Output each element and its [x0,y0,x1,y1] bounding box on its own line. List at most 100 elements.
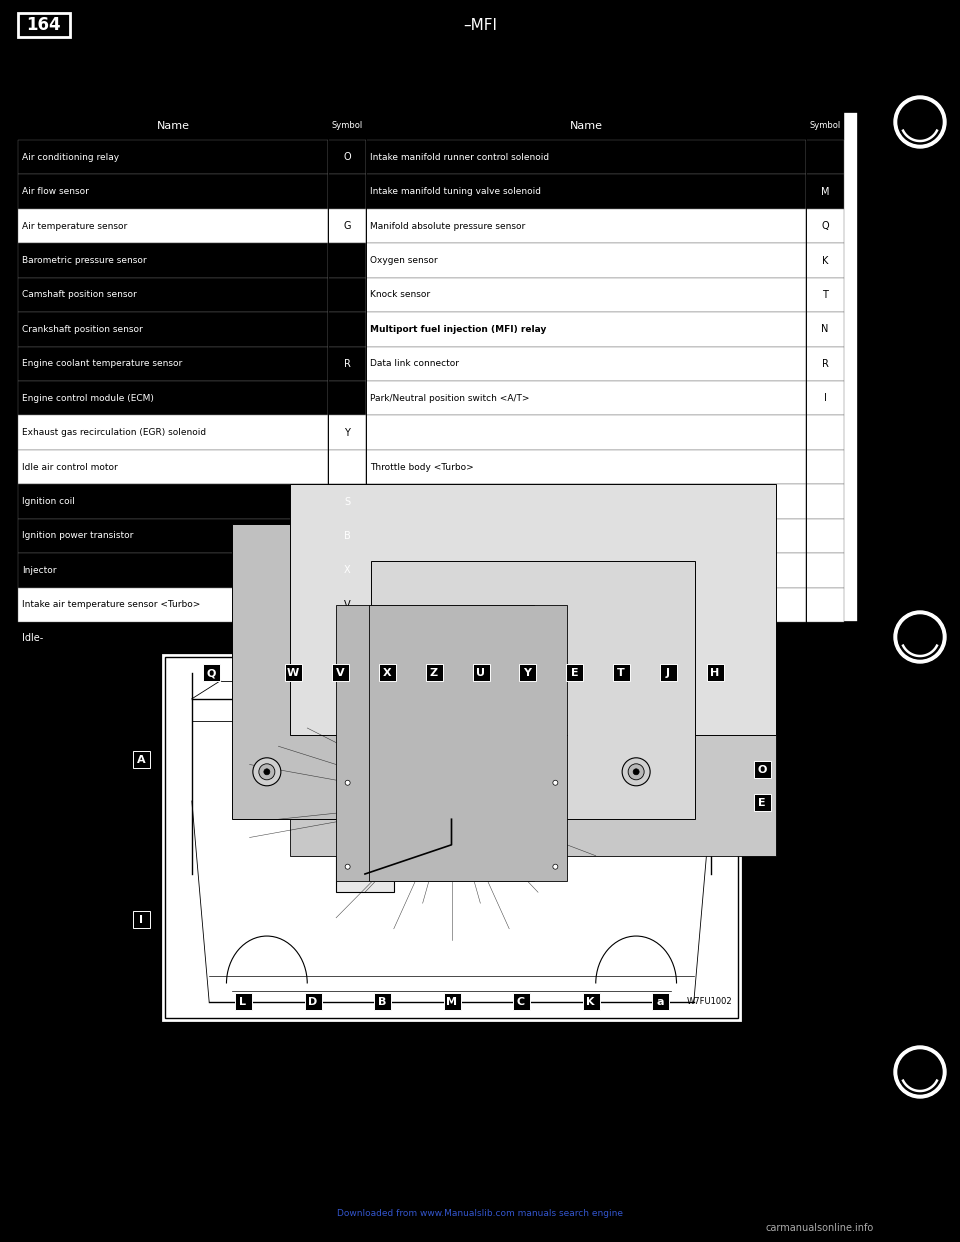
Text: Symbol: Symbol [331,122,363,130]
Text: Y: Y [344,427,350,437]
Circle shape [252,758,281,786]
Text: M: M [821,186,829,196]
Text: Air conditioning relay: Air conditioning relay [22,153,119,161]
Bar [806,415,844,450]
Circle shape [634,769,639,775]
Bar [336,605,534,882]
Bar [328,112,366,140]
Bar [18,243,328,278]
Bar [235,994,252,1010]
Text: Z: Z [430,668,438,678]
Text: Q: Q [821,221,828,231]
Bar [290,484,776,735]
Text: <Non-Turbo>: <Non-Turbo> [370,600,430,610]
Circle shape [898,1049,942,1094]
Text: V: V [344,600,350,610]
Text: T: T [822,289,828,299]
Text: Data link connector: Data link connector [370,359,459,369]
Circle shape [898,101,942,144]
Text: A: A [136,755,145,765]
Text: Name: Name [156,120,189,130]
Text: Idle air control motor: Idle air control motor [22,462,118,472]
Bar [366,484,806,519]
Bar [806,519,844,553]
Text: Air temperature sensor: Air temperature sensor [22,221,128,231]
Bar [18,587,328,622]
Bar [18,312,328,347]
Bar [806,484,844,519]
Bar [555,568,776,856]
Bar [370,605,567,882]
Text: E: E [570,668,578,678]
Bar [366,243,806,278]
Text: I: I [824,394,827,404]
Text: <Turbo>: <Turbo> [370,566,410,575]
Text: 164: 164 [27,16,61,34]
Bar [513,994,530,1010]
Bar [232,524,476,820]
Bar [18,174,328,209]
Text: Exhaust gas recirculation (EGR) solenoid: Exhaust gas recirculation (EGR) solenoid [22,428,206,437]
Bar [133,751,150,768]
Bar [165,657,738,1018]
Bar [328,553,366,587]
Bar [18,519,328,553]
Bar [472,664,490,681]
Bar [444,994,461,1010]
Bar [806,553,844,587]
Bar [425,664,443,681]
Text: Downloaded from www.Manualslib.com manuals search engine: Downloaded from www.Manualslib.com manua… [337,1210,623,1218]
Text: Multiport fuel injection (MFI) relay: Multiport fuel injection (MFI) relay [370,325,546,334]
Circle shape [898,615,942,660]
Bar [754,794,771,811]
Circle shape [894,96,946,148]
Bar [806,381,844,415]
Bar [328,140,366,174]
Bar [806,587,844,622]
Bar [366,519,806,553]
Text: I: I [139,915,143,925]
Bar [806,140,844,174]
Circle shape [259,764,275,780]
Circle shape [346,864,350,869]
Bar [18,553,328,587]
Circle shape [346,780,350,785]
Text: Park/Neutral position switch <A/T>: Park/Neutral position switch <A/T> [370,394,530,402]
Bar [328,381,366,415]
Text: Oxygen sensor: Oxygen sensor [370,256,438,265]
Text: O: O [343,153,350,163]
Text: L: L [239,997,247,1007]
Text: W: W [287,668,300,678]
Circle shape [553,864,558,869]
Bar [660,664,677,681]
Bar [328,484,366,519]
Text: X: X [344,565,350,575]
Text: V: V [336,668,345,678]
Bar [328,519,366,553]
Bar [806,450,844,484]
Text: Intake manifold tuning valve solenoid: Intake manifold tuning valve solenoid [370,188,541,196]
Text: X: X [382,668,391,678]
Bar [366,347,806,381]
Bar [18,12,70,37]
Text: Q: Q [206,668,216,678]
Text: C: C [516,997,525,1007]
Circle shape [622,758,650,786]
Bar [366,553,806,587]
Bar [806,209,844,243]
Text: Y: Y [523,668,532,678]
Text: Symbol: Symbol [809,122,841,130]
Text: E: E [758,799,766,809]
Text: Barometric pressure sensor: Barometric pressure sensor [22,256,147,265]
Bar [328,347,366,381]
Text: R: R [344,359,350,369]
Text: H: H [710,668,720,678]
Text: carmanualsonline.info: carmanualsonline.info [766,1223,875,1233]
Bar [374,994,391,1010]
Bar [328,174,366,209]
Text: Crankshaft position sensor: Crankshaft position sensor [22,325,143,334]
Text: Intake manifold runner control solenoid: Intake manifold runner control solenoid [370,153,549,161]
Text: Name: Name [569,120,603,130]
Text: K: K [822,256,828,266]
Text: Ignition coil: Ignition coil [22,497,75,505]
